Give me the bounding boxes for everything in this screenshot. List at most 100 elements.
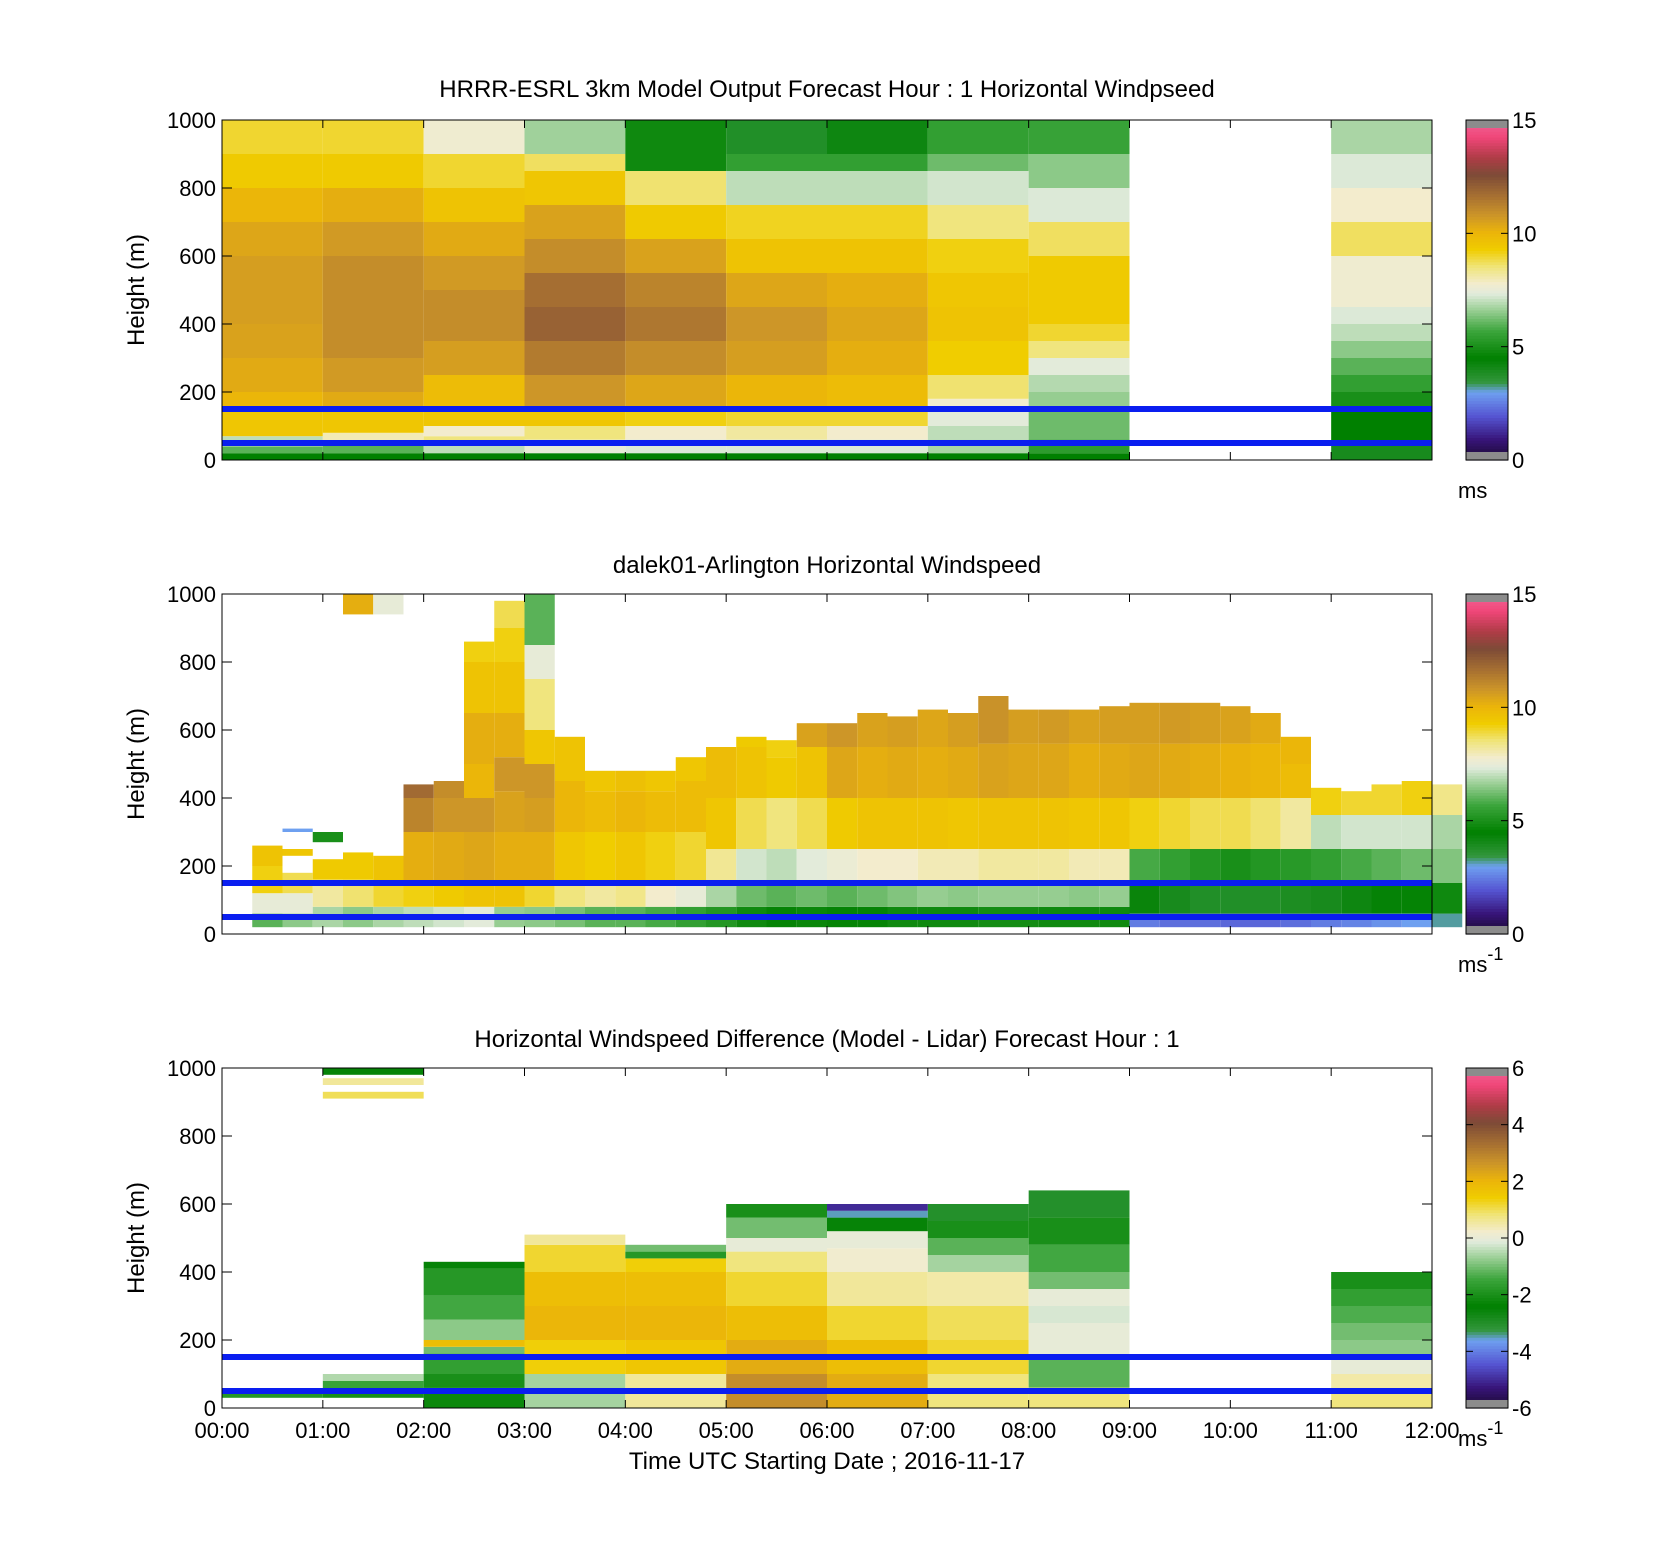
panel-3: Horizontal Windspeed Difference (Model -… — [123, 1026, 1532, 1475]
heatmap-cell — [322, 392, 424, 409]
heatmap-cell — [524, 798, 555, 832]
heatmap-cell — [917, 883, 948, 907]
heatmap-cell — [726, 154, 827, 171]
heatmap-cell — [827, 1217, 928, 1232]
colorbar-band — [1466, 1376, 1508, 1381]
heatmap-cell — [1129, 743, 1160, 798]
colorbar-band — [1466, 738, 1508, 742]
heatmap-cell — [524, 594, 555, 645]
colorbar-band — [1466, 1181, 1508, 1185]
heatmap-cell — [282, 893, 313, 914]
colorbar-band — [1466, 616, 1508, 621]
colorbar-band — [1466, 1300, 1508, 1304]
heatmap-cell — [322, 256, 424, 324]
heatmap-cell — [423, 222, 525, 256]
heatmap-cell — [927, 273, 1029, 307]
colorbar-band — [1466, 1331, 1508, 1335]
colorbar-band — [1466, 1337, 1508, 1341]
colorbar-band — [1466, 1388, 1508, 1392]
colorbar-band — [1466, 134, 1508, 138]
heatmap-cell — [927, 1238, 1029, 1255]
colorbar-band — [1466, 233, 1508, 237]
heatmap-cell — [726, 120, 827, 154]
colorbar-band — [1466, 182, 1508, 186]
colorbar-band — [1466, 1306, 1508, 1310]
colorbar-band — [1466, 795, 1508, 799]
colorbar-band — [1466, 1093, 1508, 1097]
heatmap-cell — [222, 1391, 323, 1398]
heatmap-cell — [524, 1306, 626, 1340]
colorbar-unit: ms-1 — [1458, 944, 1503, 977]
colorbar-band — [1466, 693, 1508, 697]
heatmap-cell — [625, 273, 727, 307]
heatmap-cell — [524, 154, 626, 171]
heatmap-cell — [706, 849, 737, 883]
colorbar-band — [1466, 1260, 1508, 1265]
colorbar-band — [1466, 715, 1508, 720]
colorbar-band — [1466, 837, 1508, 842]
colorbar-cap — [1466, 120, 1508, 128]
heatmap-cell — [524, 1272, 626, 1306]
colorbar-band — [1466, 812, 1508, 816]
heatmap-cell — [625, 1251, 727, 1259]
y-tick-label: 400 — [179, 312, 216, 337]
colorbar-band — [1466, 168, 1508, 172]
heatmap-cell — [1341, 815, 1372, 849]
colorbar-band — [1466, 1104, 1508, 1109]
colorbar-band — [1466, 611, 1508, 615]
heatmap-cell — [1432, 849, 1463, 883]
heatmap-cell — [927, 171, 1029, 205]
heatmap-cell — [1190, 849, 1221, 883]
heatmap-cell — [1280, 883, 1311, 914]
heatmap-cell — [827, 171, 928, 205]
heatmap-cell — [1341, 791, 1372, 815]
colorbar-band — [1466, 329, 1508, 334]
heatmap-cell — [948, 713, 979, 747]
colorbar-band — [1466, 321, 1508, 325]
heatmap-cell — [494, 757, 525, 792]
colorbar-band — [1466, 1314, 1508, 1318]
colorbar-band — [1466, 292, 1508, 297]
heatmap-cell — [322, 324, 424, 358]
colorbar-band — [1466, 250, 1508, 254]
heatmap-cell — [766, 757, 797, 798]
colorbar-band — [1466, 409, 1508, 413]
colorbar-band — [1466, 349, 1508, 353]
colorbar-band — [1466, 224, 1508, 229]
colorbar-band — [1466, 789, 1508, 793]
heatmap-cell — [433, 832, 464, 883]
colorbar-band — [1466, 375, 1508, 379]
colorbar-band — [1466, 196, 1508, 200]
colorbar-band — [1466, 880, 1508, 884]
heatmap-cell — [524, 409, 626, 426]
colorbar-band — [1466, 165, 1508, 169]
colorbar-band — [1466, 1164, 1508, 1168]
x-tick-label: 05:00 — [699, 1418, 754, 1443]
heatmap-cell — [1038, 849, 1069, 883]
colorbar-band — [1466, 1325, 1508, 1330]
heatmap-cell — [1341, 849, 1372, 883]
heatmap-cell — [222, 154, 323, 188]
y-tick-label: 0 — [204, 922, 216, 947]
y-tick-label: 1000 — [167, 1056, 216, 1081]
heatmap-cell — [1028, 1323, 1130, 1357]
colorbar-band — [1466, 633, 1508, 638]
colorbar-band — [1466, 1272, 1508, 1276]
heatmap-cell — [887, 849, 918, 883]
heatmap-cell — [423, 341, 525, 375]
colorbar-band — [1466, 866, 1508, 870]
colorbar-band — [1466, 332, 1508, 336]
heatmap-cell — [857, 883, 888, 907]
heatmap-cell — [252, 893, 283, 914]
chart-title: HRRR-ESRL 3km Model Output Forecast Hour… — [439, 76, 1214, 103]
colorbar-band — [1466, 213, 1508, 217]
colorbar-band — [1466, 185, 1508, 189]
colorbar-tick-label: 5 — [1512, 335, 1524, 360]
colorbar-band — [1466, 1269, 1508, 1273]
heatmap-cell — [423, 443, 525, 454]
colorbar-band — [1466, 222, 1508, 226]
heatmap-cell — [1331, 324, 1432, 341]
heatmap-cell — [706, 798, 737, 849]
colorbar-band — [1466, 264, 1508, 268]
heatmap-cell — [1069, 849, 1100, 883]
